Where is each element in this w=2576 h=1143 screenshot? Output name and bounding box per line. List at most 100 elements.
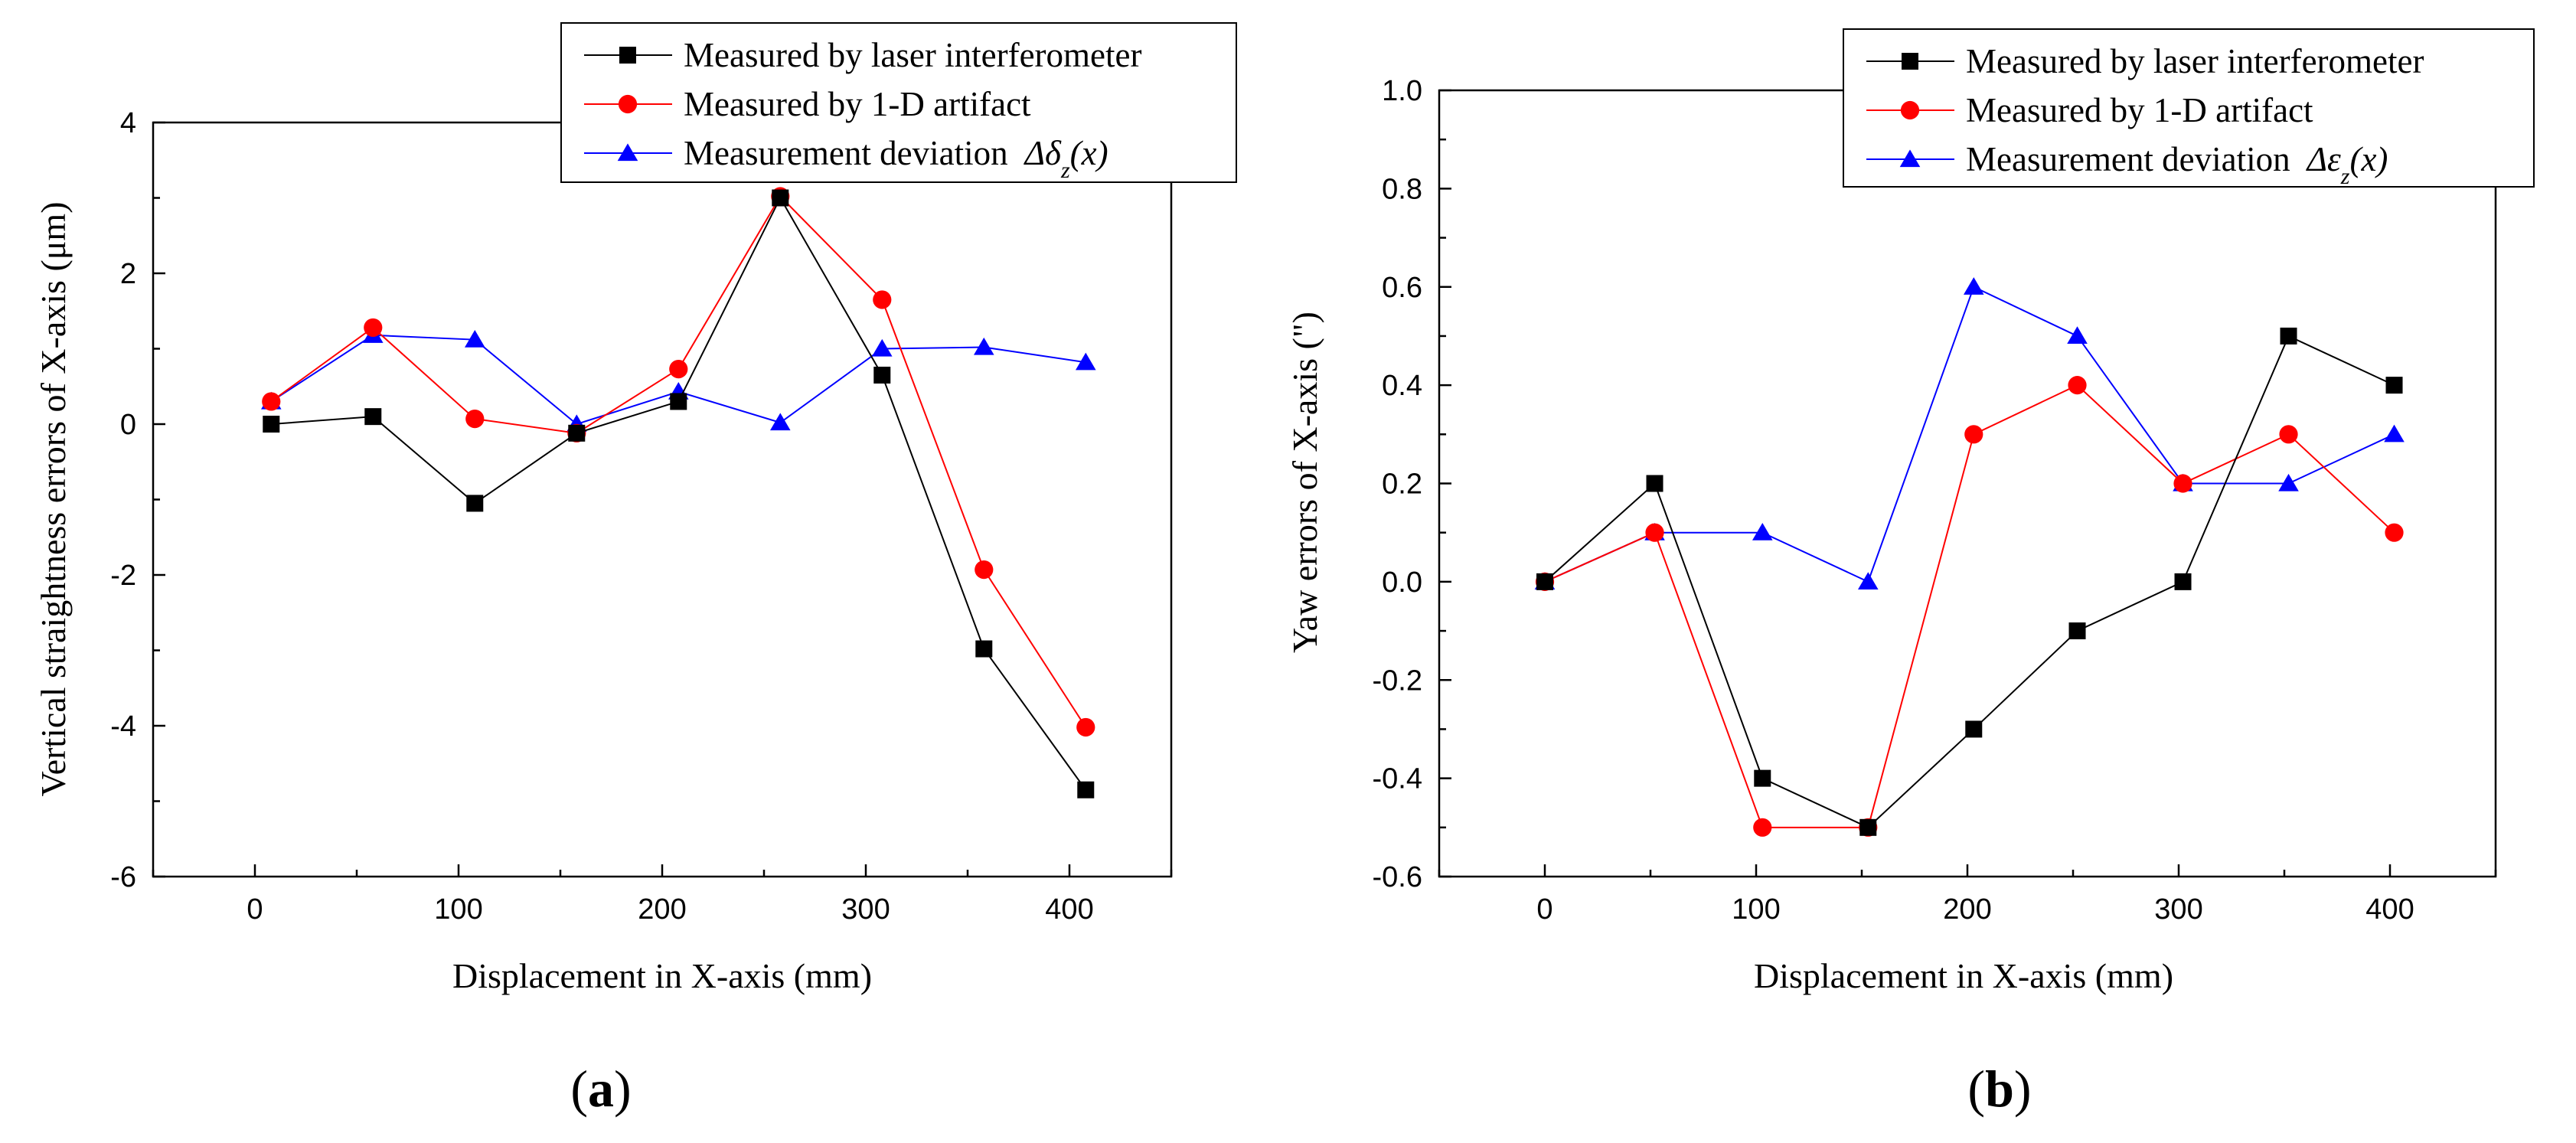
plot-area-b: 0 100 200 300 400 -0.6 -0.4 -0.2 0.0 0.2 0.4 0.6 0.8… xyxy=(1373,75,2497,926)
y-tick-label: 1.0 xyxy=(1382,75,1422,107)
panel-label-b: (b) xyxy=(1967,1060,2031,1118)
y-tick-label: -0.6 xyxy=(1373,861,1422,893)
y-axis-title-a: Vertical straightness errors of X-axis (… xyxy=(34,201,73,796)
legend-label: Measured by 1-D artifact xyxy=(1966,91,2313,129)
x-tick-label: 100 xyxy=(1732,893,1780,926)
data-point-triangle xyxy=(973,337,994,355)
y-tick-label: 0.2 xyxy=(1382,469,1422,501)
legend-a: Measured by laser interferometer Measured… xyxy=(560,22,1237,183)
data-point-square xyxy=(2174,573,2192,590)
axis-ticks-b: 0 100 200 300 400 -0.6 -0.4 -0.2 0.0 0.2 0.4 0.6 0.8… xyxy=(1373,75,2497,926)
data-point-circle xyxy=(1645,523,1664,542)
plot-frame-b xyxy=(1438,89,2497,878)
x-tick-label: 100 xyxy=(434,893,482,926)
y-tick-label: -0.4 xyxy=(1373,763,1422,795)
data-point-square xyxy=(2068,622,2086,640)
series-layer-a xyxy=(260,187,1096,798)
legend-entries-b: Measured by laser interferometer Measured… xyxy=(1866,42,2424,189)
data-point-square xyxy=(873,366,891,384)
legend-marker-triangle xyxy=(1899,149,1921,168)
y-tick-label: 0.0 xyxy=(1382,567,1422,599)
data-point-circle xyxy=(1964,425,1983,444)
x-tick-label: 400 xyxy=(2365,893,2414,926)
x-tick-label: 200 xyxy=(638,893,686,926)
y-tick-label: -2 xyxy=(110,560,136,592)
data-point-circle xyxy=(2385,523,2404,542)
legend-label: Measured by 1-D artifact xyxy=(684,85,1031,123)
data-point-circle xyxy=(873,290,892,309)
data-point-square xyxy=(1646,475,1663,492)
legend-label: Measured by laser interferometer xyxy=(684,36,1141,74)
series-line-circle xyxy=(1544,384,2395,828)
series-line-triangle xyxy=(270,334,1086,426)
data-point-circle xyxy=(669,359,688,379)
legend-marker-circle xyxy=(618,94,638,114)
data-point-triangle xyxy=(1075,352,1096,371)
chart-panel-a: 0 100 200 300 400 -6 -4 -2 0 2 4 Displacement in X… xyxy=(34,22,1237,1118)
x-tick-label: 0 xyxy=(246,893,263,926)
data-point-triangle xyxy=(1963,277,1984,295)
x-tick-label: 200 xyxy=(1943,893,1991,926)
data-point-triangle xyxy=(1857,572,1879,589)
data-point-triangle xyxy=(769,413,791,431)
y-axis-title-b: Yaw errors of X-axis (") xyxy=(1285,312,1324,653)
y-tick-label: 0.8 xyxy=(1382,173,1422,205)
data-point-square xyxy=(1536,573,1553,590)
data-point-square xyxy=(1754,769,1771,787)
y-tick-label: -4 xyxy=(110,710,136,743)
plot-frame-a xyxy=(152,121,1173,878)
series-line-square xyxy=(271,196,1087,791)
series-layer-b xyxy=(1534,277,2405,837)
chart-panel-b: 0 100 200 300 400 -0.6 -0.4 -0.2 0.0 0.2 0.4 0.6 0.8… xyxy=(1285,28,2535,1118)
legend-marker-circle xyxy=(1900,100,1920,120)
data-point-circle xyxy=(262,392,281,411)
data-point-circle xyxy=(1753,818,1772,837)
y-tick-label: -6 xyxy=(110,861,136,893)
data-point-triangle xyxy=(2384,424,2405,443)
y-tick-label: 0 xyxy=(120,409,136,441)
data-point-triangle xyxy=(2067,326,2088,345)
legend-box-a xyxy=(560,22,1237,183)
legend-label: Measured by laser interferometer xyxy=(1966,42,2424,80)
x-axis-title-b: Displacement in X-axis (mm) xyxy=(1754,956,2173,995)
data-point-circle xyxy=(364,318,383,338)
data-point-circle xyxy=(2173,474,2192,493)
data-point-square xyxy=(2280,327,2297,345)
data-point-circle xyxy=(975,560,994,580)
data-point-square xyxy=(466,495,484,512)
data-point-circle xyxy=(2068,376,2087,395)
data-point-square xyxy=(670,393,687,410)
data-point-square xyxy=(772,189,789,207)
x-tick-label: 300 xyxy=(2154,893,2202,926)
x-tick-label: 400 xyxy=(1045,893,1093,926)
data-point-square xyxy=(1965,720,1983,738)
data-point-circle xyxy=(465,410,485,429)
y-tick-label: -0.2 xyxy=(1373,665,1422,697)
legend-b: Measured by laser interferometer Measured… xyxy=(1843,28,2535,189)
data-point-square xyxy=(568,424,586,442)
data-point-square xyxy=(2385,377,2403,394)
legend-entries-a: Measured by laser interferometer Measured… xyxy=(584,36,1141,183)
x-tick-label: 0 xyxy=(1536,893,1552,926)
legend-label: Measurement deviation xyxy=(684,134,1008,172)
data-point-square xyxy=(1859,818,1877,836)
panel-label-a: (a) xyxy=(570,1060,631,1118)
data-point-square xyxy=(263,416,280,433)
y-tick-label: 0.6 xyxy=(1382,272,1422,304)
data-point-circle xyxy=(2279,425,2298,444)
data-point-square xyxy=(1077,781,1095,798)
legend-math-symbol: Δεz(x) xyxy=(2306,140,2388,189)
legend-marker-square xyxy=(619,47,636,64)
legend-marker-square xyxy=(1902,53,1918,70)
series-line-circle xyxy=(270,194,1087,728)
legend-math-symbol: Δδz(x) xyxy=(1024,134,1108,183)
y-tick-label: 0.4 xyxy=(1382,370,1422,402)
data-point-triangle xyxy=(1752,523,1773,540)
data-point-triangle xyxy=(464,330,485,348)
x-axis-title-a: Displacement in X-axis (mm) xyxy=(452,956,872,995)
y-tick-label: 4 xyxy=(120,107,136,139)
data-point-triangle xyxy=(2278,473,2299,491)
x-tick-label: 300 xyxy=(841,893,890,926)
legend-box-b xyxy=(1843,28,2535,188)
